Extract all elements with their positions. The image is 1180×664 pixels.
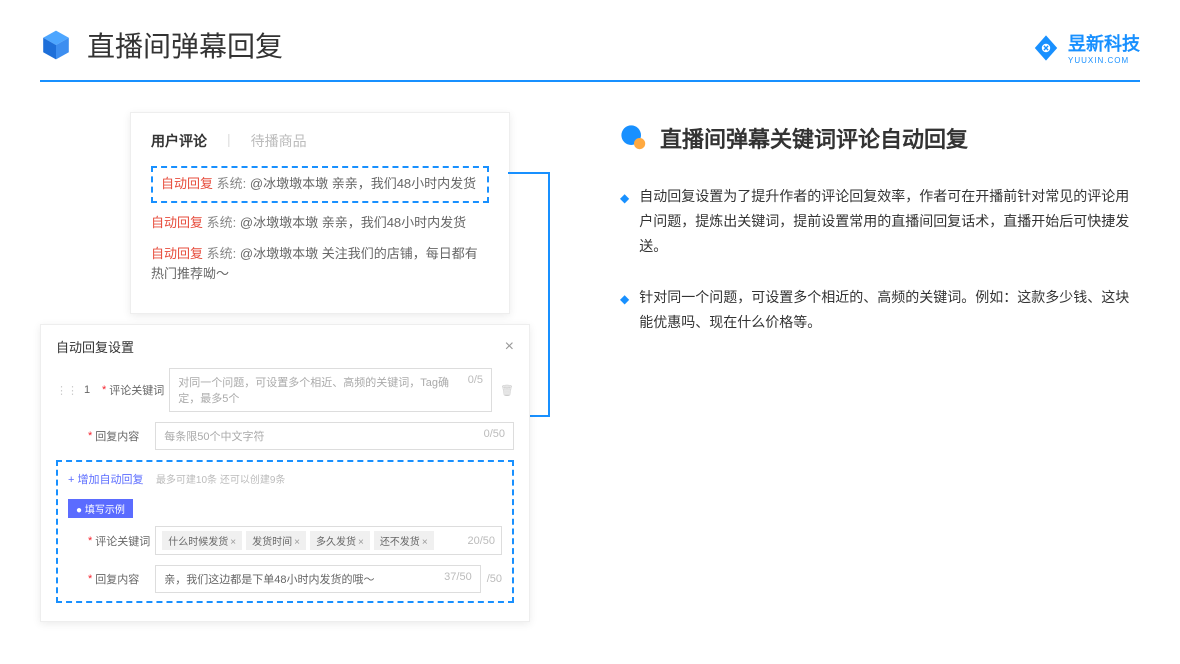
header-divider <box>40 80 1140 82</box>
example-content-input: 亲，我们这边都是下单48小时内发货的哦～ 37/50 <box>155 565 480 593</box>
example-section: + 增加自动回复 最多可建10条 还可以创建9条 ● 填写示例 * 评论关键词 … <box>56 460 514 603</box>
form-row-content: * 回复内容 每条限50个中文字符 0/50 <box>56 422 514 450</box>
close-icon[interactable]: × <box>505 338 514 356</box>
diamond-icon <box>1032 34 1060 62</box>
tab-products[interactable]: 待播商品 <box>251 131 307 151</box>
diamond-bullet-icon: ◆ <box>620 289 629 335</box>
page-title: 直播间弹幕回复 <box>87 25 283 65</box>
trash-icon[interactable]: 🗑 <box>500 384 514 397</box>
add-reply-link[interactable]: + 增加自动回复 <box>68 471 143 487</box>
comment-row: 自动回复 系统: @冰墩墩本墩 亲亲，我们48小时内发货 <box>161 174 479 195</box>
cube-logo-icon <box>40 29 72 61</box>
example-keyword-row: * 评论关键词 什么时候发货×发货时间×多久发货×还不发货× 20/50 <box>68 526 502 555</box>
bullet-item: ◆ 针对同一个问题，可设置多个相近的、高频的关键词。例如：这款多少钱、这块能优惠… <box>620 285 1140 335</box>
bubble-icon <box>620 124 648 152</box>
comment-row: 自动回复 系统: @冰墩墩本墩 亲亲，我们48小时内发货 <box>151 213 489 234</box>
example-tags: 什么时候发货×发货时间×多久发货×还不发货× 20/50 <box>155 526 502 555</box>
keyword-tag[interactable]: 多久发货× <box>310 531 370 550</box>
logo-text: 昱新科技 <box>1068 30 1140 56</box>
comments-card: 用户评论 | 待播商品 自动回复 系统: @冰墩墩本墩 亲亲，我们48小时内发货… <box>130 112 510 314</box>
keyword-tag[interactable]: 什么时候发货× <box>162 531 242 550</box>
settings-title: 自动回复设置 <box>56 337 134 356</box>
settings-card: 自动回复设置 × ⋮⋮ 1 * 评论关键词 对同一个问题，可设置多个相近、高频的… <box>40 324 530 622</box>
highlighted-comment: 自动回复 系统: @冰墩墩本墩 亲亲，我们48小时内发货 <box>151 166 489 203</box>
form-row-keyword: ⋮⋮ 1 * 评论关键词 对同一个问题，可设置多个相近、高频的关键词，Tag确定… <box>56 368 514 412</box>
comment-row: 自动回复 系统: @冰墩墩本墩 关注我们的店铺，每日都有热门推荐呦～ <box>151 244 489 286</box>
content-input[interactable]: 每条限50个中文字符 0/50 <box>155 422 514 450</box>
brand-logo: 昱新科技 YUUXIN.COM <box>1032 30 1140 65</box>
example-content-row: * 回复内容 亲，我们这边都是下单48小时内发货的哦～ 37/50 /50 <box>68 565 502 593</box>
example-badge: ● 填写示例 <box>68 499 133 518</box>
keyword-tag[interactable]: 还不发货× <box>374 531 434 550</box>
tab-comments[interactable]: 用户评论 <box>151 131 207 151</box>
section-title: 直播间弹幕关键词评论自动回复 <box>660 122 968 154</box>
diamond-bullet-icon: ◆ <box>620 188 629 260</box>
connector-line <box>548 172 550 417</box>
keyword-tag[interactable]: 发货时间× <box>246 531 306 550</box>
logo-subtext: YUUXIN.COM <box>1068 56 1140 65</box>
connector-line <box>508 172 548 174</box>
keyword-input[interactable]: 对同一个问题，可设置多个相近、高频的关键词，Tag确定，最多5个 0/5 <box>169 368 492 412</box>
bullet-item: ◆ 自动回复设置为了提升作者的评论回复效率，作者可在开播前针对常见的评论用户问题… <box>620 184 1140 260</box>
